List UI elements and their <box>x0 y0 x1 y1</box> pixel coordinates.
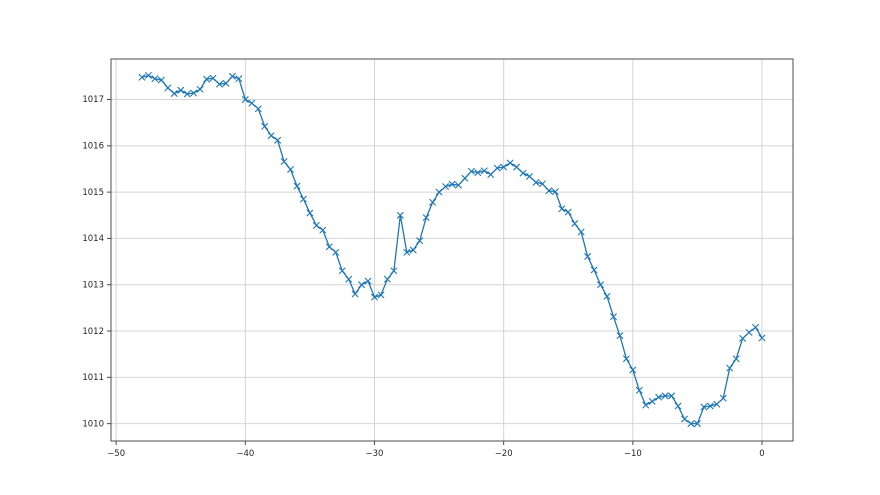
y-tick-label: 1010 <box>82 419 104 429</box>
y-tick-label: 1017 <box>82 95 104 105</box>
y-tick-label: 1011 <box>82 373 104 383</box>
data-series-markers <box>138 72 766 427</box>
x-tick-label: −40 <box>236 449 254 459</box>
x-tick-label: −10 <box>624 449 642 459</box>
x-tick-label: 0 <box>759 449 764 459</box>
y-tick-label: 1016 <box>82 142 104 152</box>
x-tick-label: −50 <box>107 449 125 459</box>
x-tick-label: −30 <box>366 449 384 459</box>
x-tick-label: −20 <box>495 449 513 459</box>
y-tick-label: 1015 <box>82 188 104 198</box>
y-tick-label: 1014 <box>82 234 104 244</box>
axes-spines <box>110 58 794 442</box>
y-tick-label: 1013 <box>82 280 104 290</box>
data-series-line <box>141 74 763 425</box>
y-tick-label: 1012 <box>82 327 104 337</box>
